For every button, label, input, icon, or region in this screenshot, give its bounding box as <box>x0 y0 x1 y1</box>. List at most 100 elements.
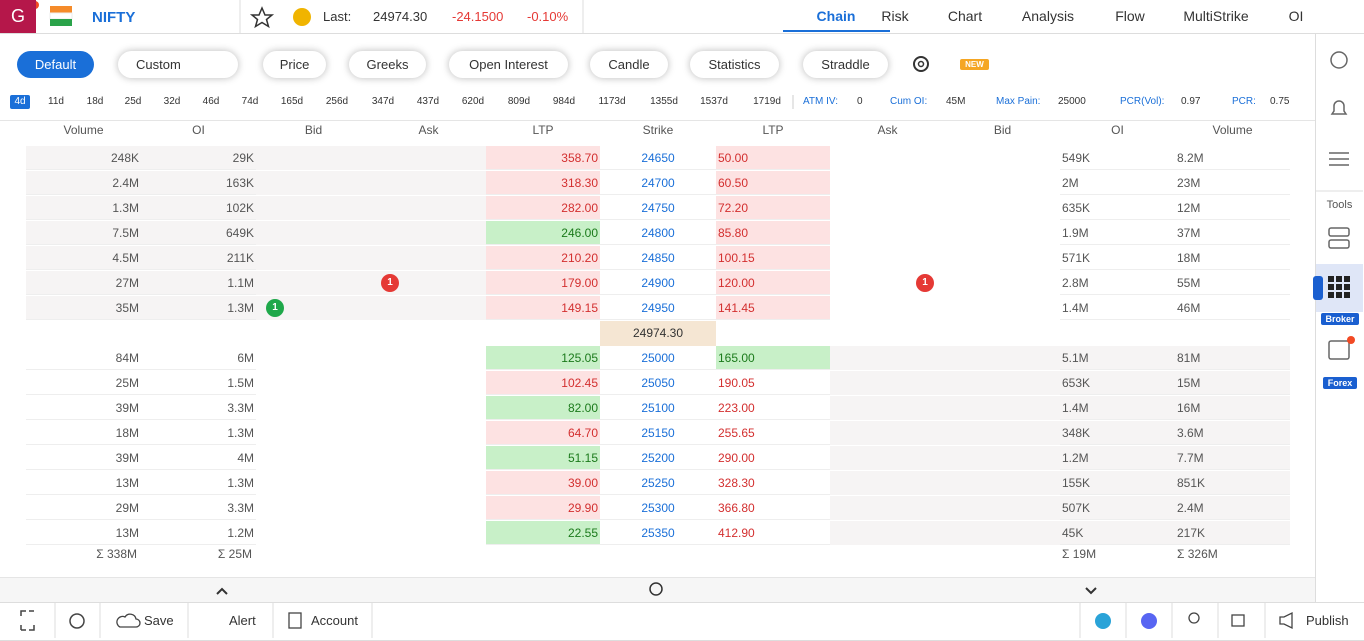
cell[interactable]: 25300 <box>600 496 716 520</box>
cell[interactable]: 102.45 <box>486 371 600 395</box>
settings-icon[interactable] <box>913 56 929 72</box>
sidebar-tag[interactable]: Broker <box>1321 313 1359 325</box>
cell[interactable]: 39.00 <box>486 471 600 495</box>
cell[interactable]: 24850 <box>600 246 716 270</box>
cell[interactable]: 24650 <box>600 146 716 170</box>
badge[interactable]: 1 <box>381 274 399 292</box>
cell[interactable]: 1.4M <box>1060 396 1175 420</box>
cell[interactable]: 29M <box>26 496 141 520</box>
cell[interactable]: 24800 <box>600 221 716 245</box>
cell[interactable]: 25M <box>26 371 141 395</box>
cell[interactable]: 84M <box>26 346 141 370</box>
expiry[interactable]: 74d <box>241 96 259 107</box>
cell[interactable]: 23M <box>1175 171 1290 195</box>
cell[interactable]: 3.6M <box>1175 421 1290 445</box>
discord-icon[interactable] <box>1141 613 1157 629</box>
cell[interactable]: 635K <box>1060 196 1175 220</box>
cell[interactable]: 25000 <box>600 346 716 370</box>
expiry[interactable]: 984d <box>552 96 576 107</box>
cell[interactable]: 571K <box>1060 246 1175 270</box>
cell[interactable]: 18M <box>1175 246 1290 270</box>
cell[interactable]: 141.45 <box>716 296 830 320</box>
cell[interactable]: 25050 <box>600 371 716 395</box>
tab[interactable]: Analysis <box>1021 8 1075 24</box>
cell[interactable]: 211K <box>141 246 256 270</box>
cell[interactable]: 179.00 <box>486 271 600 295</box>
expiry[interactable]: 437d <box>416 96 440 107</box>
publish-icon[interactable] <box>1279 611 1293 630</box>
cell[interactable]: 24700 <box>600 171 716 195</box>
cell[interactable]: 190.05 <box>716 371 830 395</box>
cell[interactable]: 51.15 <box>486 446 600 470</box>
tab[interactable]: Risk <box>881 8 909 24</box>
star-icon[interactable] <box>249 6 275 29</box>
sidebar-bell[interactable] <box>1330 100 1348 115</box>
cell[interactable]: 37M <box>1175 221 1290 245</box>
fullscreen-icon[interactable] <box>20 610 35 631</box>
toolbar-button[interactable]: Straddle <box>803 51 888 78</box>
cell[interactable]: 507K <box>1060 496 1175 520</box>
cell[interactable]: 653K <box>1060 371 1175 395</box>
cell[interactable]: 24950 <box>600 296 716 320</box>
cell[interactable]: 24900 <box>600 271 716 295</box>
cell[interactable]: 2.4M <box>26 171 141 195</box>
cell[interactable]: 81M <box>1175 346 1290 370</box>
expiry[interactable]: 809d <box>507 96 531 107</box>
cell[interactable]: 412.90 <box>716 521 830 545</box>
expiry[interactable]: 1355d <box>650 96 678 107</box>
cell[interactable]: 5.1M <box>1060 346 1175 370</box>
cell[interactable]: 46M <box>1175 296 1290 320</box>
cell[interactable]: 1.5M <box>141 371 256 395</box>
cell[interactable]: 15M <box>1175 371 1290 395</box>
cell[interactable]: 217K <box>1175 521 1290 545</box>
cell[interactable]: 165.00 <box>716 346 830 370</box>
toolbar-button[interactable]: Statistics <box>690 51 779 78</box>
cell[interactable]: 1.1M <box>141 271 256 295</box>
cell[interactable]: 358.70 <box>486 146 600 170</box>
cell[interactable]: 35M <box>26 296 141 320</box>
cell[interactable]: 39M <box>26 446 141 470</box>
cell[interactable]: 4.5M <box>26 246 141 270</box>
cell[interactable]: 85.80 <box>716 221 830 245</box>
cell[interactable]: 223.00 <box>716 396 830 420</box>
cell[interactable]: 155K <box>1060 471 1175 495</box>
cell[interactable]: 55M <box>1175 271 1290 295</box>
cell[interactable]: 348K <box>1060 421 1175 445</box>
cell[interactable]: 18M <box>26 421 141 445</box>
cell[interactable]: 1.3M <box>141 471 256 495</box>
center-icon[interactable] <box>649 582 663 596</box>
logo[interactable]: G <box>0 0 36 33</box>
tab[interactable]: Flow <box>1115 8 1145 24</box>
cell[interactable]: 45K <box>1060 521 1175 545</box>
symbol[interactable]: NIFTY <box>92 9 136 26</box>
cell[interactable]: 210.20 <box>486 246 600 270</box>
idea-icon[interactable] <box>1188 612 1200 624</box>
cell[interactable]: 25250 <box>600 471 716 495</box>
cell[interactable]: 366.80 <box>716 496 830 520</box>
calendar-icon[interactable] <box>1328 340 1350 360</box>
cell[interactable]: 29K <box>141 146 256 170</box>
cell[interactable]: 248K <box>26 146 141 170</box>
cell[interactable]: 102K <box>141 196 256 220</box>
cell[interactable]: 39M <box>26 396 141 420</box>
cell[interactable]: 25150 <box>600 421 716 445</box>
cell[interactable]: 163K <box>141 171 256 195</box>
sidebar-settings[interactable] <box>1330 51 1348 69</box>
cell[interactable]: 120.00 <box>716 271 830 295</box>
sidebar-server[interactable] <box>1328 227 1350 237</box>
toolbar-button[interactable]: Open Interest <box>449 51 568 78</box>
tab[interactable]: OI <box>1288 8 1304 24</box>
expiry[interactable]: 46d <box>202 96 220 107</box>
toolbar-button[interactable]: Candle <box>590 51 668 78</box>
cell[interactable]: 82.00 <box>486 396 600 420</box>
cell[interactable]: 3.3M <box>141 396 256 420</box>
expiry[interactable]: 32d <box>163 96 181 107</box>
cell[interactable]: 12M <box>1175 196 1290 220</box>
cell[interactable]: 282.00 <box>486 196 600 220</box>
cell[interactable]: 1.2M <box>1060 446 1175 470</box>
collapse-up[interactable] <box>216 587 228 595</box>
cell[interactable]: 13M <box>26 471 141 495</box>
cell[interactable]: 255.65 <box>716 421 830 445</box>
expiry[interactable]: 1537d <box>700 96 728 107</box>
tab[interactable]: Chart <box>947 8 983 24</box>
